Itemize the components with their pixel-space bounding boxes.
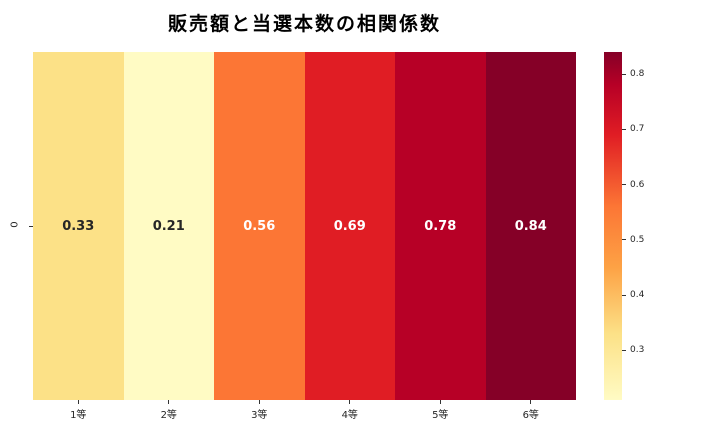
x-axis-ticks: 1等 2等 3等 4等 5等 6等 — [33, 400, 576, 421]
heatmap-cell: 0.69 — [304, 52, 395, 400]
colorbar-tick: 0.6 — [622, 180, 644, 190]
x-tick: 5等 — [395, 400, 486, 421]
colorbar-tick-label: 0.3 — [630, 345, 645, 356]
x-tick: 4等 — [305, 400, 396, 421]
y-tick-mark — [29, 226, 33, 227]
cell-value-label: 0.56 — [243, 218, 276, 234]
tick-mark-icon — [258, 400, 260, 404]
colorbar-tick: 0.7 — [622, 124, 644, 134]
tick-mark-icon — [530, 400, 532, 404]
heatmap: 0.33 0.21 0.56 0.69 0.78 0.84 — [33, 52, 576, 400]
tick-mark-icon — [622, 294, 626, 296]
heatmap-cell: 0.84 — [485, 52, 576, 400]
x-tick-label: 2等 — [160, 410, 177, 421]
colorbar-tick-label: 0.4 — [630, 290, 645, 301]
tick-mark-icon — [439, 400, 441, 404]
colorbar-tick: 0.5 — [622, 235, 644, 245]
x-tick: 6等 — [486, 400, 577, 421]
heatmap-cell: 0.56 — [214, 52, 305, 400]
x-tick: 3等 — [214, 400, 305, 421]
cell-value-label: 0.84 — [514, 218, 547, 234]
colorbar-ticks: 0.8 0.7 0.6 0.5 0.4 0.3 — [622, 52, 667, 400]
x-tick-label: 6等 — [522, 410, 539, 421]
cell-value-label: 0.33 — [62, 218, 95, 234]
tick-mark-icon — [168, 400, 170, 404]
cell-value-label: 0.78 — [424, 218, 457, 234]
cell-value-label: 0.21 — [152, 218, 185, 234]
heatmap-cell: 0.33 — [33, 52, 124, 400]
colorbar-tick: 0.8 — [622, 69, 644, 79]
colorbar-tick-label: 0.6 — [630, 179, 645, 190]
tick-mark-icon — [622, 239, 626, 241]
heatmap-cell: 0.21 — [123, 52, 214, 400]
heatmap-cell: 0.78 — [395, 52, 486, 400]
tick-mark-icon — [622, 184, 626, 186]
chart-title: 販売額と当選本数の相関係数 — [167, 13, 441, 35]
x-tick-label: 1等 — [70, 410, 87, 421]
colorbar-tick: 0.3 — [622, 345, 644, 355]
tick-mark-icon — [622, 73, 626, 75]
colorbar-tick: 0.4 — [622, 290, 644, 300]
x-tick-label: 4等 — [341, 410, 358, 421]
tick-mark-icon — [622, 349, 626, 351]
x-tick: 2等 — [124, 400, 215, 421]
tick-mark-icon — [349, 400, 351, 404]
tick-mark-icon — [77, 400, 79, 404]
tick-mark-icon — [622, 128, 626, 130]
cell-value-label: 0.69 — [333, 218, 366, 234]
colorbar-tick-label: 0.5 — [630, 234, 645, 245]
colorbar-tick-label: 0.8 — [630, 69, 645, 80]
x-tick-label: 3等 — [251, 410, 268, 421]
x-tick-label: 5等 — [432, 410, 449, 421]
x-tick: 1等 — [33, 400, 124, 421]
colorbar — [604, 52, 622, 400]
colorbar-tick-label: 0.7 — [630, 124, 645, 135]
y-axis-label: 0 — [9, 221, 21, 228]
